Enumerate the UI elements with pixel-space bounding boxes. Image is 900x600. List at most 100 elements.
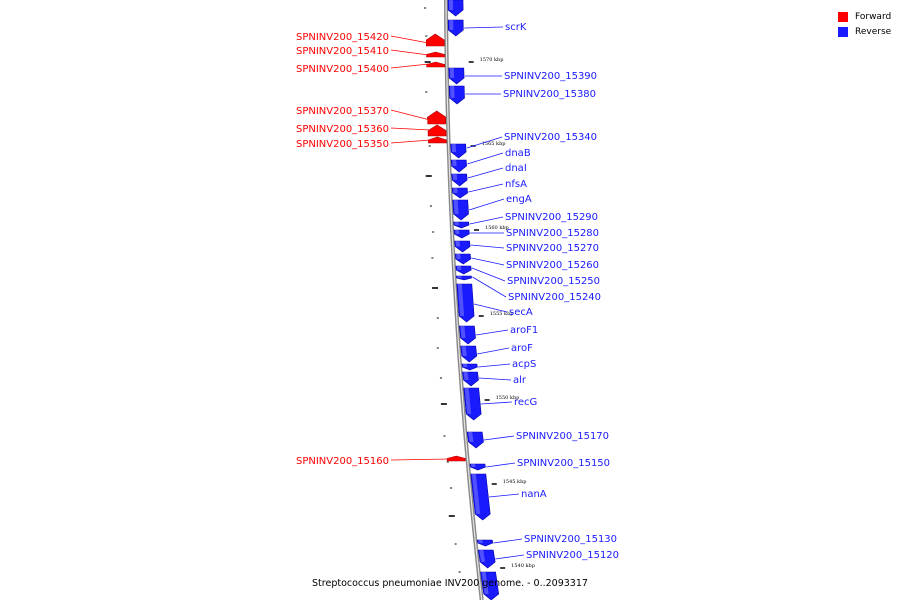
reverse-gene-block-shade xyxy=(454,222,459,225)
reverse-gene-block-shade xyxy=(455,241,461,247)
reverse-gene-connector xyxy=(486,462,516,468)
forward-gene-label: SPNINV200_15400 xyxy=(296,64,389,75)
forward-gene-block xyxy=(425,33,445,47)
scale-label: 1555 kbp xyxy=(490,311,514,317)
reverse-gene-block-shade xyxy=(460,326,466,338)
reverse-gene-block-shade xyxy=(455,230,460,234)
reverse-gene-block-shade xyxy=(464,388,472,414)
scale-label: 1570 kbp xyxy=(480,57,504,63)
reverse-gene-block-shade xyxy=(449,68,455,78)
genome-caption: Streptococcus pneumoniae INV200 genome. … xyxy=(312,578,588,589)
reverse-gene-label: SPNINV200_15290 xyxy=(505,212,598,223)
scale-label: 1545 kbp xyxy=(503,479,527,485)
reverse-gene-label: aroF1 xyxy=(510,325,538,336)
reverse-gene-block-shade xyxy=(463,372,469,380)
reverse-gene-block-shade xyxy=(457,284,465,316)
reverse-gene-connector xyxy=(470,244,505,249)
legend-reverse: Reverse xyxy=(838,24,891,39)
reverse-gene-label: dnaB xyxy=(505,148,531,159)
reverse-gene-label: SPNINV200_15150 xyxy=(517,458,610,469)
forward-gene-block xyxy=(426,51,445,58)
reverse-gene-label: SPNINV200_15270 xyxy=(506,243,599,254)
reverse-gene-connector xyxy=(475,329,509,336)
forward-gene-connector xyxy=(390,139,431,144)
reverse-gene-connector xyxy=(467,152,504,165)
scale-label: 1540 kbp xyxy=(511,563,535,569)
forward-gene-label: SPNINV200_15350 xyxy=(296,139,389,150)
reverse-gene-connector xyxy=(493,538,523,544)
reverse-gene-block-shade xyxy=(452,160,457,166)
reverse-gene-connector xyxy=(478,363,511,368)
reverse-gene-block-shade xyxy=(453,200,459,214)
reverse-gene-label: nfsA xyxy=(505,179,527,190)
reverse-gene-label: SPNINV200_15340 xyxy=(504,132,597,143)
reverse-gene-connector xyxy=(495,554,525,560)
scale-label: 1560 kbp xyxy=(485,225,509,231)
reverse-gene-block-shade xyxy=(453,188,458,193)
legend-forward: Forward xyxy=(838,9,891,24)
reverse-gene-label: aroF xyxy=(511,343,533,354)
forward-gene-connector xyxy=(390,458,450,461)
reverse-gene-block-shade xyxy=(456,254,461,259)
reverse-gene-connector xyxy=(469,198,505,211)
reverse-gene-label: SPNINV200_15130 xyxy=(524,534,617,545)
reverse-gene-block-shade xyxy=(481,572,489,594)
reverse-gene-connector xyxy=(471,267,506,282)
reverse-gene-block-shade xyxy=(449,20,454,30)
reverse-gene-label: nanA xyxy=(521,489,547,500)
forward-gene-label: SPNINV200_15410 xyxy=(296,46,389,57)
reverse-gene-block-shade xyxy=(457,276,462,278)
reverse-gene-block-shade xyxy=(449,0,454,10)
reverse-gene-connector xyxy=(480,401,513,405)
reverse-gene-connector xyxy=(468,183,504,193)
reverse-gene-connector xyxy=(488,493,520,498)
forward-gene-label: SPNINV200_15360 xyxy=(296,124,389,135)
scale-label: 1550 kbp xyxy=(496,395,520,401)
reverse-gene-connector xyxy=(466,136,503,149)
reverse-gene-block-shade xyxy=(451,144,457,152)
forward-gene-block xyxy=(446,455,466,462)
forward-gene-connector xyxy=(390,49,429,56)
legend-reverse-label: Reverse xyxy=(855,26,892,37)
reverse-gene-block-shade xyxy=(479,550,486,562)
reverse-gene-label: SPNINV200_15260 xyxy=(506,260,599,271)
forward-swatch xyxy=(838,11,848,22)
reverse-gene-block-shade xyxy=(471,474,481,514)
reverse-gene-block-shade xyxy=(452,174,458,180)
reverse-gene-block-shade xyxy=(462,364,468,367)
legend: Forward Reverse xyxy=(838,9,891,39)
reverse-gene-label: recG xyxy=(514,397,537,408)
reverse-gene-connector xyxy=(477,347,510,355)
reverse-gene-label: engA xyxy=(506,194,532,205)
reverse-gene-connector xyxy=(471,257,505,266)
reverse-gene-block-shade xyxy=(461,346,467,356)
forward-gene-block xyxy=(427,110,447,125)
reverse-gene-block-shade xyxy=(468,432,474,442)
reverse-gene-label: SPNINV200_15250 xyxy=(507,276,600,287)
forward-gene-label: SPNINV200_15160 xyxy=(296,456,389,467)
forward-gene-label: SPNINV200_15370 xyxy=(296,106,389,117)
reverse-gene-label: SPNINV200_15280 xyxy=(506,228,599,239)
reverse-gene-connector xyxy=(472,276,507,298)
forward-gene-block xyxy=(428,136,447,144)
reverse-gene-label: dnaI xyxy=(505,163,527,174)
reverse-gene-block-shade xyxy=(478,540,483,543)
reverse-gene-label: alr xyxy=(513,375,527,386)
reverse-swatch xyxy=(838,26,848,37)
forward-gene-connector xyxy=(390,35,429,44)
reverse-gene-connector xyxy=(467,167,504,179)
reverse-gene-block-shade xyxy=(450,86,455,98)
reverse-gene-connector xyxy=(469,216,504,225)
reverse-gene-label: secA xyxy=(509,307,533,318)
forward-gene-block xyxy=(427,124,447,137)
reverse-gene-label: SPNINV200_15170 xyxy=(516,431,609,442)
forward-gene-label: SPNINV200_15420 xyxy=(296,32,389,43)
reverse-gene-label: scrK xyxy=(505,22,527,33)
reverse-gene-block-shade xyxy=(456,266,462,270)
forward-gene-connector xyxy=(390,63,429,69)
reverse-gene-connector xyxy=(478,377,512,381)
reverse-gene-label: acpS xyxy=(512,359,536,370)
reverse-gene-connector xyxy=(473,303,508,313)
genome-backbone-highlight xyxy=(445,0,483,600)
